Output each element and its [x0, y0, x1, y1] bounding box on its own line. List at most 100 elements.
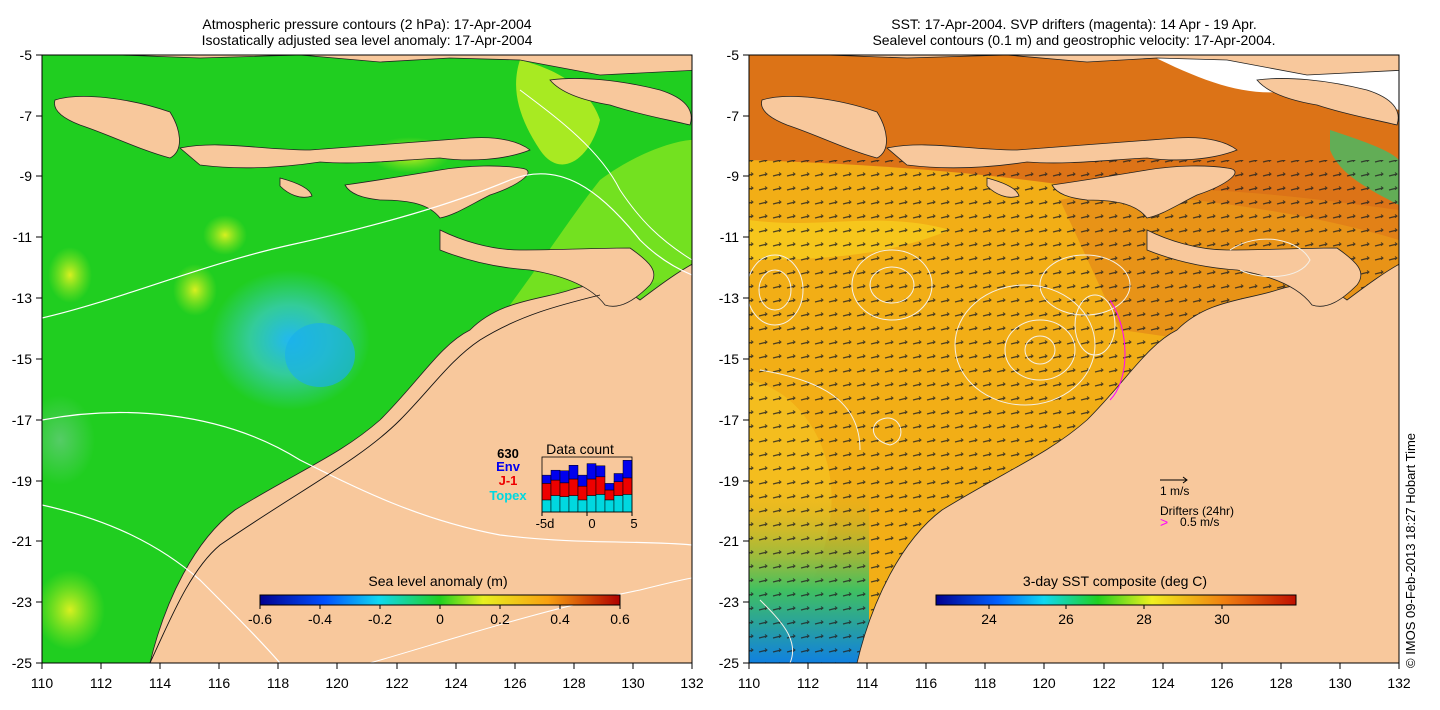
data-count-title: Data count: [546, 441, 614, 457]
lat-label: -7: [727, 108, 740, 124]
sealevel-contours: [749, 238, 1311, 663]
data-count-bar-env: [604, 483, 615, 491]
lon-label: 112: [90, 675, 113, 691]
lon-label: 130: [1328, 675, 1352, 691]
pressure-contour-3: [42, 504, 281, 663]
colorbar-tick: 28: [1136, 611, 1152, 627]
pressure-contour-1: [42, 173, 692, 319]
sst-colorbar: 3-day SST composite (deg C) 24 26 28 30: [935, 573, 1297, 627]
lon-label: 130: [621, 675, 645, 691]
drifter-arrow-icon: >: [1160, 514, 1168, 530]
lon-label: 110: [31, 675, 54, 691]
lat-label: -23: [719, 594, 739, 610]
lat-label: -9: [727, 168, 740, 184]
lon-label: 114: [856, 675, 879, 691]
data-count-bars: [541, 460, 633, 513]
inset-x-tick: -5d: [536, 516, 555, 531]
data-count-bar-j1: [550, 479, 561, 496]
lat-label: -23: [12, 594, 32, 610]
lat-label: -15: [719, 351, 739, 367]
credit-text: © IMOS 09-Feb-2013 18:27 Hobart Time: [1403, 432, 1418, 668]
lat-label: -25: [12, 655, 32, 671]
colorbar-tick: 0.2: [490, 611, 510, 627]
right-lat-labels: -5 -7 -9 -11 -13 -15 -17 -19 -21 -23 -25: [719, 47, 739, 671]
lon-label: 132: [680, 675, 704, 691]
lon-label: 122: [1092, 675, 1116, 691]
lat-label: -5: [20, 47, 33, 63]
lon-label: 116: [208, 675, 231, 691]
lon-label: 126: [503, 675, 527, 691]
colorbar-tick: 0: [436, 611, 444, 627]
colorbar-tick: -0.6: [248, 611, 272, 627]
lat-label: -7: [20, 108, 33, 124]
data-count-bar-env: [541, 474, 552, 484]
sst-map: [749, 55, 1399, 663]
data-count-total: 630: [497, 446, 519, 461]
lat-label: -21: [12, 533, 32, 549]
colorbar-tick: -0.2: [368, 611, 392, 627]
lon-label: 112: [797, 675, 820, 691]
lat-label: -19: [12, 473, 32, 489]
lon-label: 120: [1032, 675, 1056, 691]
axis-ticks: [36, 54, 1400, 669]
lat-label: -13: [12, 290, 32, 306]
lat-label: -11: [13, 229, 32, 245]
lon-label: 116: [915, 675, 938, 691]
data-count-bar-topex: [613, 495, 624, 513]
data-count-bar-j1: [613, 481, 624, 496]
data-count-bar-topex: [595, 494, 606, 513]
velocity-scale-label: 1 m/s: [1160, 484, 1189, 498]
colorbar-tick: 26: [1058, 611, 1074, 627]
drifter-legend-title: Drifters (24hr): [1160, 504, 1234, 518]
data-count-bar-env: [622, 460, 633, 479]
data-count-bar-topex: [577, 499, 588, 513]
lon-label: 118: [267, 675, 290, 691]
data-count-inset: 630 Env J-1 Topex Data count -5d 0 5: [489, 441, 637, 531]
colorbar-tick: -0.4: [308, 611, 332, 627]
data-count-bar-j1: [586, 478, 597, 496]
data-count-bar-topex: [586, 495, 597, 513]
pressure-contour-4: [519, 89, 692, 261]
data-count-bar-j1: [568, 478, 579, 496]
lat-label: -25: [719, 655, 739, 671]
isobath-contour: [149, 294, 601, 663]
inset-x-tick: 5: [630, 516, 637, 531]
drifter-speed-label: 0.5 m/s: [1180, 515, 1219, 529]
data-count-bar-j1: [604, 489, 615, 501]
right-title-line2: Sealevel contours (0.1 m) and geostrophi…: [872, 32, 1276, 48]
lon-label: 110: [738, 675, 761, 691]
data-count-bar-env: [568, 465, 579, 480]
data-count-bar-env: [586, 463, 597, 480]
lat-label: -9: [20, 168, 33, 184]
data-count-bar-topex: [568, 495, 579, 513]
mission-topex-label: Topex: [489, 488, 527, 503]
data-count-bar-topex: [559, 496, 570, 513]
lon-label: 114: [149, 675, 172, 691]
lat-label: -17: [12, 412, 32, 428]
lon-label: 128: [1269, 675, 1293, 691]
lat-label: -11: [720, 229, 739, 245]
colorbar-title: 3-day SST composite (deg C): [1023, 573, 1207, 589]
drifter-track: [1109, 299, 1126, 401]
data-count-bar-j1: [595, 476, 606, 495]
drifter-legend: Drifters (24hr) > 0.5 m/s: [1160, 504, 1234, 530]
pressure-contour-2: [42, 411, 692, 546]
data-count-bar-j1: [577, 485, 588, 501]
data-count-bar-env: [595, 465, 606, 478]
mission-env-label: Env: [496, 459, 521, 474]
left-title-line1: Atmospheric pressure contours (2 hPa): 1…: [202, 16, 532, 32]
lon-label: 132: [1387, 675, 1411, 691]
mission-j1-label: J-1: [499, 473, 518, 488]
left-lat-labels: -5 -7 -9 -11 -13 -15 -17 -19 -21 -23 -25: [12, 47, 32, 671]
lat-label: -5: [727, 47, 740, 63]
colorbar-tick: 0.6: [610, 611, 630, 627]
data-count-bar-env: [577, 474, 588, 487]
colorbar-title: Sea level anomaly (m): [368, 573, 507, 589]
right-title-line1: SST: 17-Apr-2004. SVP drifters (magenta)…: [891, 16, 1257, 32]
data-count-bar-topex: [541, 499, 552, 513]
lat-label: -21: [719, 533, 739, 549]
data-count-bar-j1: [541, 483, 552, 501]
data-count-bar-topex: [550, 495, 561, 513]
lon-label: 120: [325, 675, 349, 691]
